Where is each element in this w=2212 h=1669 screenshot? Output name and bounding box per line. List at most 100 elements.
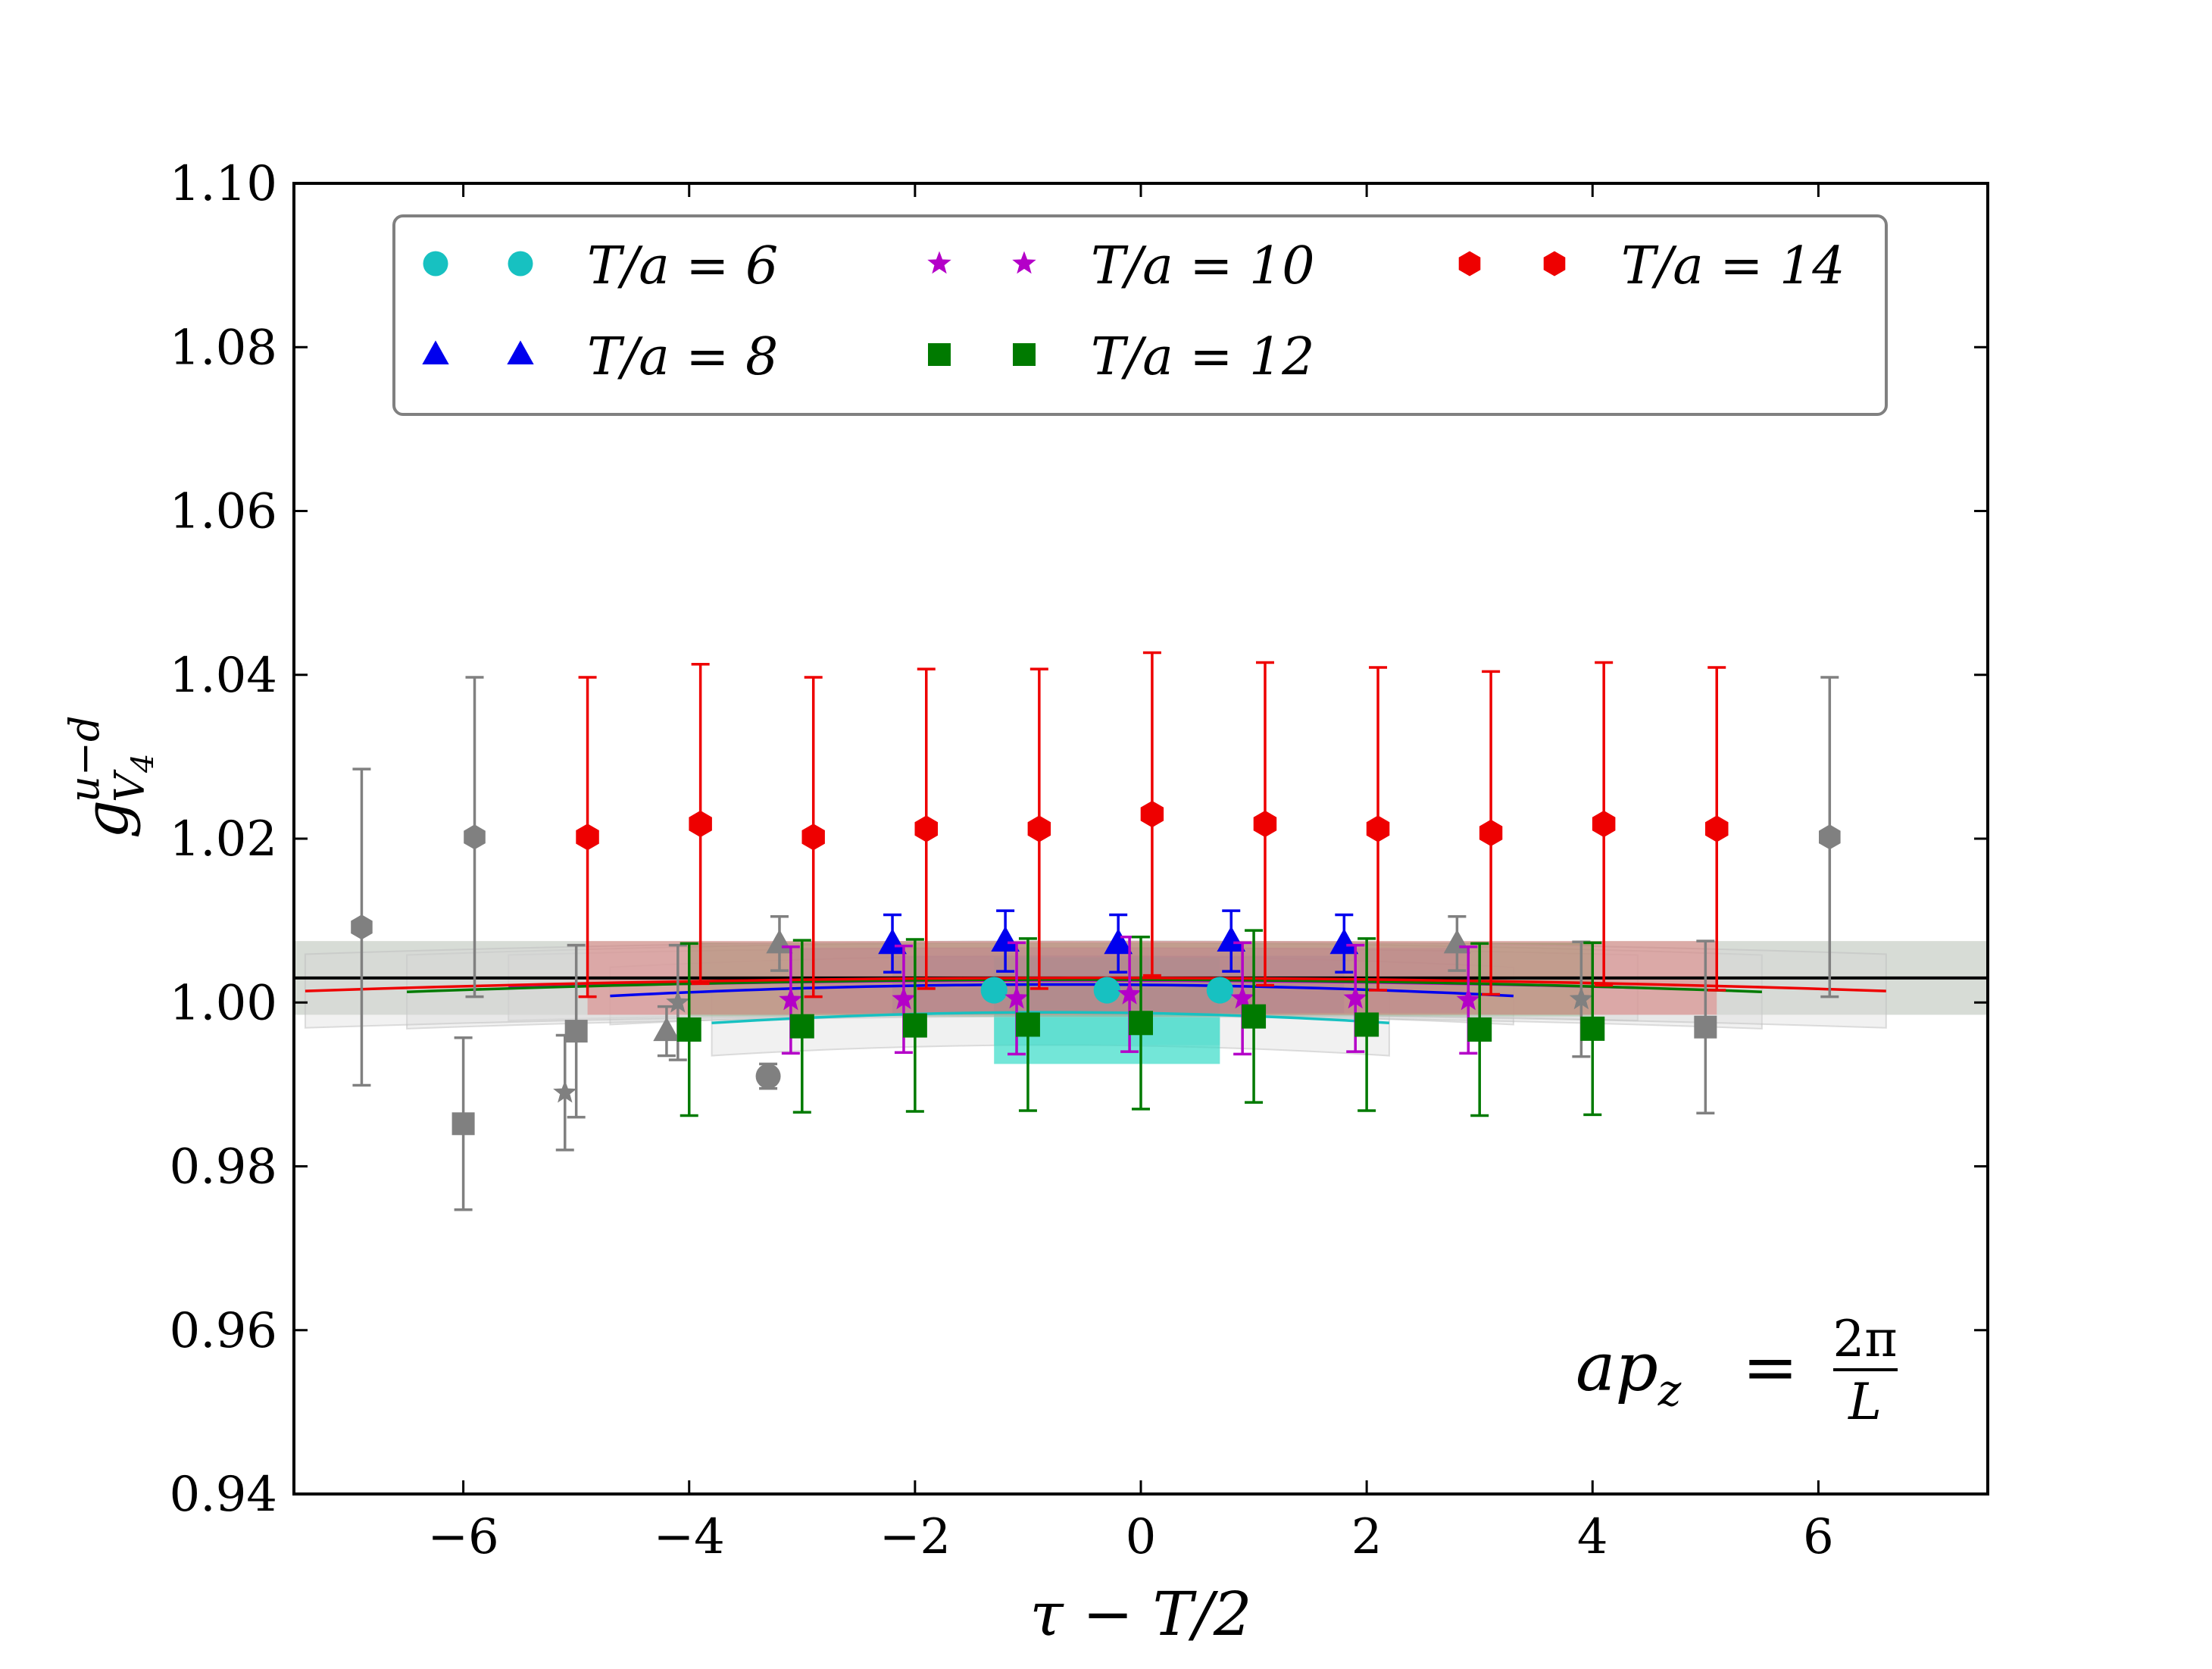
annotation-lhs: ap bbox=[1576, 1328, 1658, 1406]
legend-box bbox=[392, 214, 1888, 416]
legend-entry-t-a-8: T/a = 8 bbox=[422, 327, 778, 387]
svg-text:g: g bbox=[71, 800, 142, 839]
legend-marker-t-a-10-b bbox=[1012, 251, 1036, 274]
point-t-a-12-6 bbox=[1354, 1012, 1379, 1037]
x-tick-label: 2 bbox=[1351, 1509, 1382, 1565]
annotation-numerator: 2π bbox=[1832, 1310, 1897, 1368]
x-tick-label: 4 bbox=[1577, 1509, 1608, 1565]
highlight-band-t-a-6 bbox=[994, 957, 1220, 1064]
point-t-a-14-0 bbox=[576, 824, 599, 851]
x-tick-label: 6 bbox=[1803, 1509, 1834, 1565]
point-t-a-14-4 bbox=[1027, 815, 1051, 842]
legend-label-t-a-6: T/a = 6 bbox=[587, 236, 778, 296]
point-t-a-10-0 bbox=[779, 987, 803, 1011]
point-t-a-12-0 bbox=[676, 1017, 701, 1042]
legend-marker-t-a-6-b bbox=[508, 251, 533, 277]
legend-entry-t-a-14: T/a = 14 bbox=[1458, 236, 1845, 296]
point-t-a-12-5 bbox=[1242, 1004, 1267, 1029]
fit-curve-t-a-8 bbox=[610, 983, 1514, 998]
legend-label-t-a-14: T/a = 14 bbox=[1621, 236, 1845, 296]
point-t-a-8-1 bbox=[991, 926, 1020, 952]
excluded-point-t-a-12-0 bbox=[451, 1112, 475, 1136]
legend-marker-t-a-12-b bbox=[1013, 343, 1036, 366]
x-tick-label: 0 bbox=[1126, 1509, 1157, 1565]
excluded-point-t-a-14-0 bbox=[351, 914, 373, 940]
y-tick-label: 0.94 bbox=[170, 1467, 278, 1523]
point-t-a-8-0 bbox=[878, 928, 907, 955]
y-tick-label: 1.04 bbox=[170, 648, 278, 704]
legend-marker-t-a-8-a bbox=[422, 340, 449, 365]
excluded-point-t-a-8-0 bbox=[653, 1017, 680, 1042]
excluded-point-t-a-10-0 bbox=[553, 1080, 577, 1103]
fit-curve-t-a-14 bbox=[305, 977, 1886, 992]
axis-ticks: −6 −4 −2 0 2 4 6 0.94 0.96 0.98 1.00 1.02 1.04 1.06 1.… bbox=[170, 156, 1988, 1565]
annotation-denominator: L bbox=[1848, 1373, 1882, 1431]
excluded-point-t-a-10-1 bbox=[666, 989, 690, 1013]
point-t-a-14-9 bbox=[1592, 810, 1616, 838]
legend-marker-t-a-14-a bbox=[1458, 251, 1481, 277]
y-axis-label: g u−d V4 bbox=[61, 715, 161, 839]
y-tick-label: 0.96 bbox=[170, 1303, 278, 1359]
excluded-point-t-a-10-2 bbox=[1569, 986, 1594, 1010]
x-axis-label: τ − T/2 bbox=[1029, 1579, 1251, 1649]
annotation-equals: = bbox=[1742, 1328, 1798, 1406]
point-t-a-14-2 bbox=[801, 824, 825, 851]
data-points bbox=[351, 651, 1841, 1211]
point-t-a-12-8 bbox=[1580, 1016, 1605, 1041]
point-t-a-14-10 bbox=[1705, 815, 1729, 842]
y-tick-label: 1.10 bbox=[170, 156, 278, 212]
excluded-point-t-a-14-1 bbox=[464, 824, 486, 850]
point-t-a-14-8 bbox=[1479, 819, 1503, 846]
legend-label-t-a-8: T/a = 8 bbox=[587, 327, 778, 387]
svg-text:V4: V4 bbox=[106, 754, 161, 802]
fit-curve-t-a-12 bbox=[407, 978, 1762, 993]
point-t-a-14-7 bbox=[1366, 815, 1390, 842]
legend-marker-t-a-8-b bbox=[507, 340, 534, 365]
y-axis-label-subsub: 4 bbox=[126, 754, 161, 774]
point-t-a-12-2 bbox=[902, 1013, 927, 1038]
legend-label-t-a-10: T/a = 10 bbox=[1091, 236, 1315, 296]
point-t-a-12-7 bbox=[1467, 1017, 1492, 1042]
point-t-a-14-1 bbox=[689, 810, 712, 838]
legend-entry-t-a-6: T/a = 6 bbox=[423, 236, 778, 296]
legend: T/a = 6 T/a = 8 T/a = 10 T/a = 12 T/a = 14 bbox=[392, 214, 1888, 416]
point-t-a-12-4 bbox=[1129, 1011, 1153, 1036]
excluded-point-t-a-6-0 bbox=[755, 1064, 781, 1089]
excluded-point-t-a-14-2 bbox=[1819, 824, 1841, 850]
y-tick-label: 1.08 bbox=[170, 320, 278, 376]
point-t-a-10-3 bbox=[1117, 981, 1142, 1005]
y-tick-label: 1.06 bbox=[170, 484, 278, 540]
fit-curve-t-a-6 bbox=[711, 1011, 1390, 1025]
excluded-point-t-a-12-1 bbox=[564, 1020, 588, 1043]
y-axis-label-sub: V bbox=[106, 769, 154, 802]
legend-marker-t-a-10-a bbox=[927, 251, 951, 274]
point-t-a-10-2 bbox=[1004, 986, 1029, 1009]
point-t-a-6-0 bbox=[980, 977, 1008, 1004]
point-t-a-10-4 bbox=[1230, 986, 1254, 1009]
x-tick-label: −2 bbox=[879, 1509, 951, 1565]
point-t-a-8-2 bbox=[1104, 928, 1133, 955]
y-tick-label: 1.02 bbox=[170, 811, 278, 867]
svg-text:apz: apz bbox=[1576, 1328, 1682, 1416]
point-t-a-6-2 bbox=[1206, 977, 1233, 1004]
point-t-a-14-5 bbox=[1140, 801, 1164, 828]
annotation-lhs-sub: z bbox=[1657, 1364, 1682, 1416]
point-t-a-14-6 bbox=[1253, 810, 1277, 838]
point-t-a-12-3 bbox=[1015, 1012, 1040, 1037]
y-tick-label: 0.98 bbox=[170, 1139, 278, 1195]
point-t-a-8-4 bbox=[1329, 928, 1359, 955]
legend-items: T/a = 6 T/a = 8 T/a = 10 T/a = 12 T/a = 14 bbox=[422, 236, 1845, 387]
x-tick-label: −6 bbox=[427, 1509, 498, 1565]
legend-label-t-a-12: T/a = 12 bbox=[1091, 327, 1315, 387]
x-tick-label: −4 bbox=[654, 1509, 725, 1565]
momentum-annotation: apz = 2π L bbox=[1576, 1310, 1898, 1431]
point-t-a-6-1 bbox=[1093, 977, 1120, 1004]
y-tick-label: 1.00 bbox=[170, 975, 278, 1031]
legend-marker-t-a-6-a bbox=[423, 251, 448, 277]
legend-entry-t-a-12: T/a = 12 bbox=[928, 327, 1315, 387]
point-t-a-10-6 bbox=[1456, 987, 1480, 1011]
point-t-a-10-1 bbox=[892, 986, 916, 1010]
point-t-a-8-3 bbox=[1217, 926, 1246, 952]
y-axis-label-sup: u−d bbox=[61, 715, 108, 802]
